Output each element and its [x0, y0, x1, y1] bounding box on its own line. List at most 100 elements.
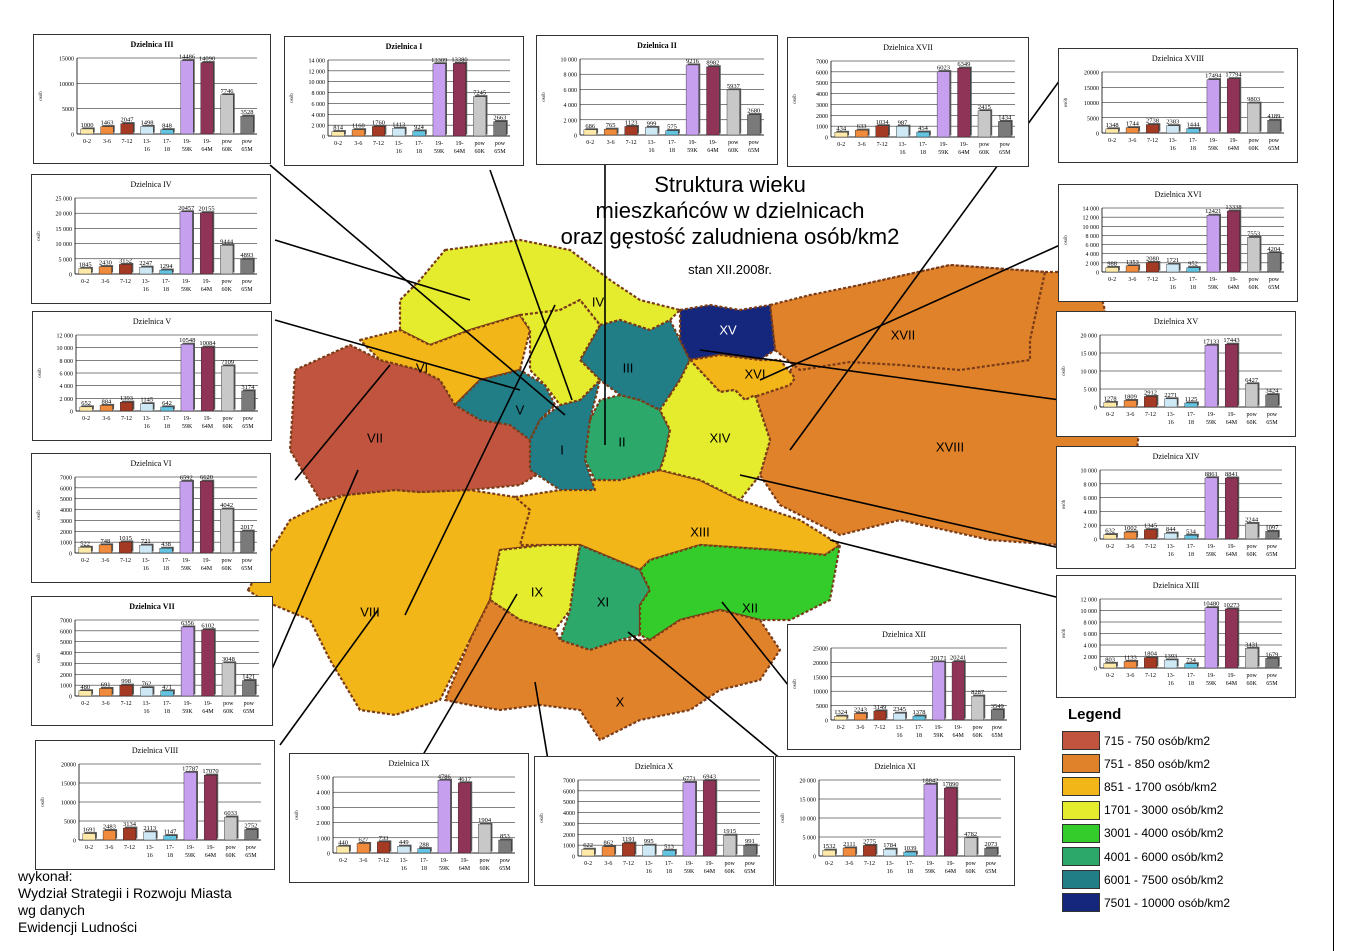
y-tick-label: 10000: [61, 801, 76, 807]
x-tick-label: 7-12: [120, 558, 131, 564]
x-tick-label: 59K: [1206, 420, 1217, 426]
x-tick-label: 19-: [960, 142, 968, 148]
chart-title: Dzielnica VIII: [132, 746, 179, 755]
legend-label: 751 - 850 osób/km2: [1104, 756, 1211, 771]
data-label: 4893: [240, 252, 253, 259]
bar: [645, 127, 659, 136]
district-label: XIV: [709, 430, 731, 446]
legend-item: 715 - 750 osób/km2: [1062, 729, 1262, 752]
credits-line-3: wg danych: [18, 902, 85, 918]
y-tick-label: 6 000: [564, 88, 578, 94]
y-tick-label: 4 000: [564, 103, 578, 109]
bar: [1166, 125, 1180, 134]
chart-title: Dzielnica XVIII: [1152, 54, 1205, 63]
y-tick-label: 1 000: [317, 836, 331, 842]
x-tick-label: 18: [669, 148, 675, 154]
y-tick-label: 7000: [816, 60, 828, 66]
district-area: [638, 543, 842, 642]
bar: [377, 841, 391, 854]
x-tick-label: 3-6: [845, 861, 853, 867]
bar: [873, 710, 887, 721]
inset-chart: Dzielnica XVI 0 2 000 4 000 6 000 8 000 10 000…: [1058, 184, 1298, 302]
bar: [834, 715, 848, 721]
x-tick-label: 59K: [938, 150, 949, 156]
y-tick-label: 10 000: [56, 242, 73, 248]
x-tick-label: 60K: [965, 869, 976, 875]
bar: [99, 405, 113, 412]
bar: [80, 128, 94, 135]
bar: [1247, 237, 1261, 273]
bar: [417, 848, 431, 854]
bar: [120, 123, 134, 135]
x-tick-label: 18: [1188, 552, 1194, 558]
y-axis-label: osób: [37, 653, 42, 663]
data-label: 17443: [1223, 337, 1239, 344]
x-tick-label: 13-: [899, 142, 907, 148]
bar: [183, 772, 197, 841]
chart-title: Dzielnica II: [637, 41, 677, 50]
x-tick-label: pow: [1248, 138, 1259, 144]
x-tick-label: pow: [1246, 412, 1257, 418]
chart-title: Dzielnica XIV: [1153, 452, 1200, 461]
legend-title: Legend: [1068, 706, 1122, 723]
x-tick-label: 60K: [222, 424, 233, 430]
y-tick-label: 0: [813, 855, 816, 861]
data-label: 2271: [1164, 392, 1177, 399]
chart-frame: [35, 740, 275, 870]
data-label: 1123: [625, 119, 638, 126]
data-label: 642: [162, 400, 172, 407]
bar: [199, 480, 213, 554]
y-tick-label: 2000: [60, 530, 72, 536]
x-tick-label: 65M: [992, 733, 1004, 739]
legend-swatch: [1062, 731, 1100, 751]
x-tick-label: 17-: [1187, 412, 1195, 418]
x-tick-label: 16: [887, 869, 893, 875]
y-tick-label: 0: [69, 552, 72, 558]
x-tick-label: 18: [916, 733, 922, 739]
y-tick-label: 5000: [60, 640, 72, 646]
x-tick-label: 60K: [221, 287, 232, 293]
y-tick-label: 1000: [60, 541, 72, 547]
data-label: 534: [1186, 528, 1197, 535]
y-axis-label: osób: [1062, 499, 1067, 509]
legend-label: 4001 - 6000 osób/km2: [1104, 849, 1224, 864]
x-tick-label: 16: [900, 150, 906, 156]
bar: [1206, 215, 1220, 273]
y-tick-label: 5000: [62, 107, 74, 113]
data-label: 5937: [727, 83, 741, 90]
bar: [1125, 265, 1139, 273]
data-label: 2430: [99, 260, 112, 267]
bar: [642, 844, 656, 857]
bar: [478, 823, 492, 854]
data-label: 1915: [723, 828, 736, 835]
x-tick-label: 16: [1170, 285, 1176, 291]
x-tick-label: pow: [221, 279, 232, 285]
x-tick-label: pow: [1000, 142, 1011, 148]
district-label: XIII: [690, 524, 710, 540]
x-tick-label: 19-: [1227, 544, 1235, 550]
bar: [706, 66, 720, 136]
x-tick-label: 18: [163, 566, 169, 572]
x-tick-label: 19-: [1227, 412, 1235, 418]
x-tick-label: 0-2: [837, 725, 845, 731]
district-label: IX: [530, 584, 544, 600]
x-tick-label: pow: [242, 139, 253, 145]
x-tick-label: 59K: [925, 869, 936, 875]
x-tick-label: 60K: [474, 149, 485, 155]
x-tick-label: 18: [167, 853, 173, 859]
data-label: 2912: [1144, 390, 1157, 397]
data-label: 8861: [1205, 471, 1218, 478]
x-tick-label: 13-: [146, 845, 154, 851]
x-tick-label: 60K: [225, 853, 236, 859]
chart-title: Dzielnica XII: [882, 630, 926, 639]
inset-chart: Dzielnica VIII 0 5000 10000 15000 20000 osób 16…: [35, 740, 275, 870]
bar: [1166, 263, 1180, 273]
inset-chart: Dzielnica XVIII 0 5000 10000 15000 20000 osób 1…: [1058, 48, 1298, 163]
bar: [139, 266, 153, 275]
x-tick-label: 64M: [201, 147, 213, 153]
data-label: 2244: [1245, 517, 1259, 524]
chart-title: Dzielnica IX: [388, 759, 429, 768]
bar: [1224, 477, 1238, 540]
bar: [1164, 659, 1178, 669]
